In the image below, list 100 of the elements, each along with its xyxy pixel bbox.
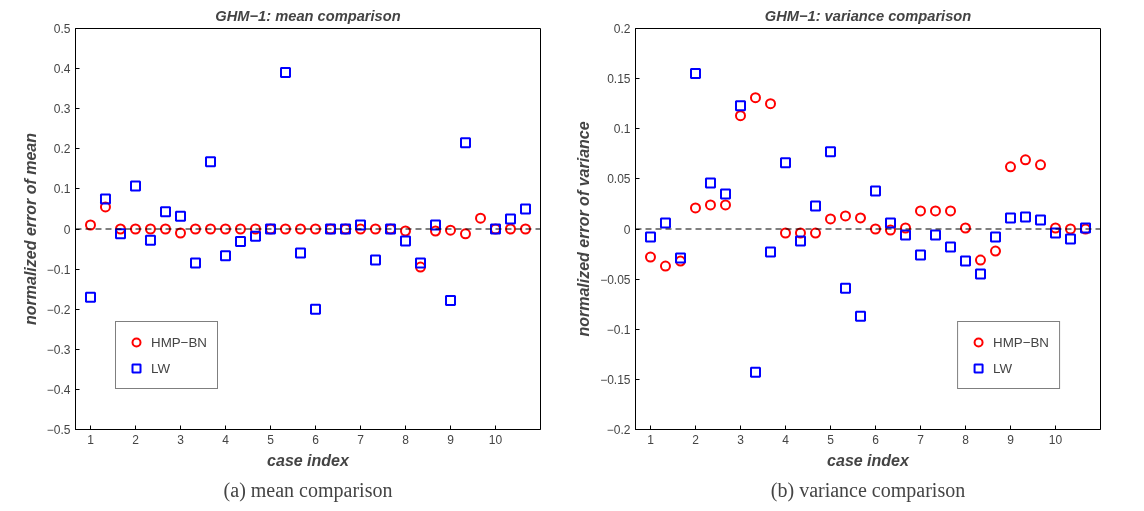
legend-label: HMP−BN: [151, 334, 207, 350]
point: [430, 225, 442, 237]
point: [884, 217, 896, 229]
x-tick-label: 7: [357, 432, 365, 447]
x-tick-label: 6: [872, 432, 880, 447]
point: [900, 222, 912, 234]
point: [720, 188, 731, 200]
point: [945, 205, 957, 217]
x-tick-label: 1: [647, 432, 655, 447]
y-tick-label: 0.2: [53, 142, 71, 157]
point: [974, 268, 986, 280]
point: [914, 249, 926, 261]
y-tick-label: 0.4: [53, 62, 71, 77]
point: [1064, 233, 1076, 245]
point: [234, 223, 246, 235]
y-tick-label: −0.5: [46, 423, 71, 437]
point: [309, 303, 321, 315]
y-tick-label: 0.1: [53, 182, 71, 197]
legend-label: LW: [993, 360, 1014, 376]
y-tick-label: −0.3: [46, 342, 71, 357]
point: [205, 223, 216, 235]
y-tick-label: −0.1: [46, 262, 71, 277]
point: [794, 235, 806, 247]
point: [99, 201, 111, 213]
legend-label: LW: [151, 360, 171, 376]
point: [974, 254, 986, 266]
point: [400, 235, 411, 247]
point: [279, 223, 291, 235]
point: [144, 234, 156, 246]
point: [129, 223, 141, 235]
point: [445, 224, 456, 236]
point: [869, 185, 881, 197]
point: [824, 146, 836, 158]
point: [1005, 161, 1016, 173]
point: [914, 205, 926, 217]
point: [354, 219, 366, 231]
y-tick-label: 0.05: [607, 172, 631, 187]
point: [884, 224, 896, 236]
point: [84, 219, 96, 231]
point: [309, 223, 321, 235]
y-axis-title: normalized error of variance: [575, 121, 593, 337]
point: [644, 251, 656, 263]
point: [990, 245, 1002, 257]
point: [369, 254, 381, 266]
point: [430, 219, 442, 231]
point: [929, 229, 941, 241]
point: [234, 235, 246, 247]
point: [174, 227, 186, 239]
point: [354, 223, 366, 235]
point: [475, 212, 487, 224]
point: [960, 255, 971, 267]
point: [520, 223, 532, 235]
y-tick-label: 0.1: [613, 122, 631, 137]
x-tick-label: 2: [132, 432, 140, 447]
point: [1005, 212, 1016, 224]
x-tick-label: 4: [222, 432, 230, 447]
text: (a) mean comparison: [223, 478, 393, 502]
chart-title: GHM−1: mean comparison: [215, 7, 401, 24]
point: [1035, 159, 1047, 171]
point: [659, 217, 671, 229]
point: [445, 294, 456, 306]
point: [779, 227, 791, 239]
point: [414, 261, 426, 273]
point: [295, 247, 307, 259]
point: [734, 110, 746, 122]
point: [900, 229, 912, 241]
point: [279, 67, 291, 79]
y-tick-label: 0: [623, 222, 631, 237]
point: [839, 282, 851, 294]
x-tick-label: 7: [917, 432, 925, 447]
x-tick-label: 9: [1007, 432, 1015, 447]
y-tick-label: −0.2: [46, 302, 71, 317]
y-tick-label: 0.2: [613, 22, 631, 36]
y-tick-label: 0: [63, 222, 71, 237]
point: [1035, 214, 1047, 226]
y-tick-label: 0.5: [53, 22, 71, 36]
x-tick-label: 2: [692, 432, 700, 447]
point: [369, 223, 381, 235]
point: [689, 68, 701, 80]
point: [219, 223, 231, 235]
y-tick-label: 0.3: [53, 102, 71, 117]
point: [720, 199, 731, 211]
x-tick-label: 1: [87, 432, 95, 447]
point: [960, 222, 971, 234]
x-tick-label: 6: [312, 432, 320, 447]
chart-title: GHM−1: variance comparison: [764, 7, 972, 24]
point: [129, 180, 141, 192]
point: [84, 291, 96, 303]
x-tick-label: 3: [177, 432, 185, 447]
x-axis-title: case index: [267, 451, 351, 469]
point: [765, 98, 776, 110]
point: [189, 223, 201, 235]
point: [459, 228, 471, 240]
point: [734, 100, 746, 112]
point: [839, 210, 851, 222]
point: [765, 246, 776, 258]
y-tick-label: −0.15: [600, 372, 631, 387]
point: [689, 202, 701, 214]
point: [250, 223, 262, 235]
point: [160, 223, 171, 235]
